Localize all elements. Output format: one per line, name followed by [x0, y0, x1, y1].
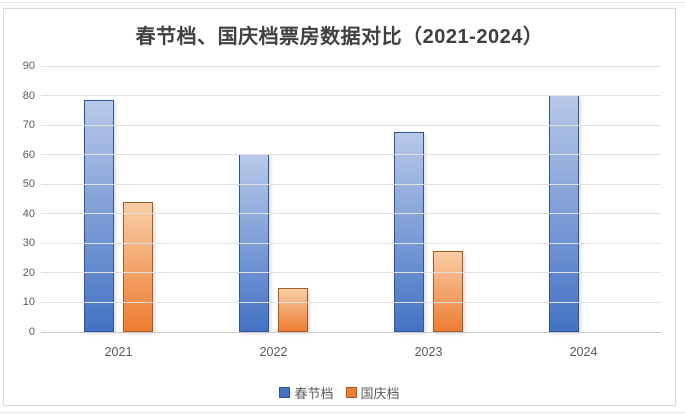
y-tick-label-20: 20: [22, 266, 35, 279]
plot-area: [41, 65, 661, 333]
gridline-y0: [41, 332, 661, 333]
y-tick-label-80: 80: [22, 89, 35, 102]
x-tick-label-2021: 2021: [104, 345, 133, 359]
legend-item-national-day: 国庆档: [345, 383, 400, 402]
legend-item-spring-festival: 春节档: [279, 383, 334, 402]
y-axis: 0 10 20 30 40 50 60 70 80 90: [4, 60, 35, 338]
bar-group-2021: [41, 66, 196, 332]
bar-国庆档-2022: [278, 287, 308, 332]
bar-国庆档-2023: [433, 251, 463, 332]
legend-label-national-day: 国庆档: [360, 386, 400, 401]
legend-label-spring-festival: 春节档: [294, 386, 334, 401]
worksheet-gridline-top: [0, 2, 685, 3]
bar-春节档-2021: [84, 100, 114, 332]
chart-title: 春节档、国庆档票房数据对比（2021-2024）: [135, 26, 544, 48]
bar-国庆档-2021: [123, 202, 153, 332]
gridline-y40: [41, 213, 661, 215]
y-tick-label-90: 90: [22, 60, 35, 72]
gridline-y70: [41, 124, 661, 126]
legend-swatch-spring-festival-icon: [279, 387, 291, 398]
gridline-y50: [41, 183, 661, 185]
bar-春节档-2023: [394, 132, 424, 332]
gridline-y80: [41, 95, 661, 97]
y-tick-label-30: 30: [22, 237, 35, 250]
gridline-y10: [41, 301, 661, 303]
worksheet-gridline-bottom: [0, 412, 685, 413]
chart-frame: 春节档、国庆档票房数据对比（2021-2024） 0 10 20 30 40 50 60 70…: [3, 8, 676, 406]
y-tick-label-50: 50: [22, 178, 35, 191]
x-tick-label-2023: 2023: [414, 345, 443, 359]
x-tick-label-2022: 2022: [259, 345, 288, 359]
y-tick-label-0: 0: [28, 326, 35, 338]
bar-group-2024: [506, 66, 661, 332]
y-tick-label-40: 40: [22, 207, 35, 220]
y-tick-label-70: 70: [22, 119, 35, 132]
gridline-y90: [41, 65, 661, 67]
bar-group-2022: [196, 66, 351, 332]
gridline-y20: [41, 272, 661, 274]
bar-group-2023: [351, 66, 506, 332]
gridline-y30: [41, 242, 661, 244]
y-tick-label-10: 10: [22, 296, 35, 309]
bar-groups: [41, 66, 661, 332]
x-tick-label-2024: 2024: [569, 345, 598, 359]
gridline-y60: [41, 154, 661, 156]
legend-swatch-national-day-icon: [345, 387, 357, 398]
y-tick-label-60: 60: [22, 148, 35, 161]
x-axis: 2021 2022 2023 2024: [41, 340, 661, 359]
legend: 春节档 国庆档: [4, 383, 675, 402]
